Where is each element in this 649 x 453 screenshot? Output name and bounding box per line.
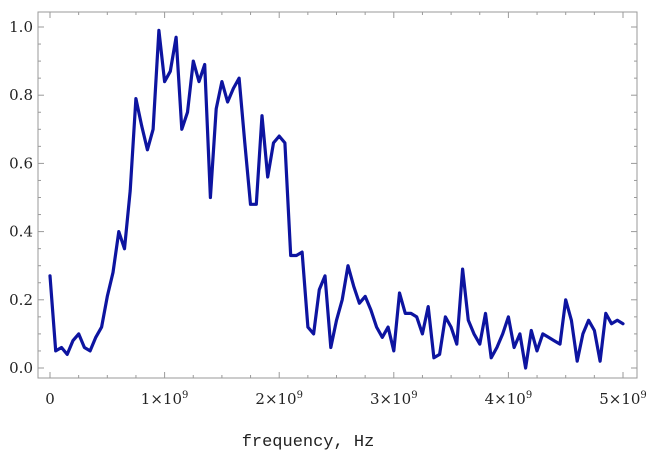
x-tick-mantissa: 3×10 <box>370 390 411 408</box>
plot-frame <box>37 11 638 379</box>
x-axis-ticks: 0 1×109 2×109 3×109 4×109 5×109 <box>45 12 647 408</box>
x-tick-label: 5×109 <box>599 390 647 408</box>
x-tick-mantissa: 5×10 <box>599 390 640 408</box>
y-tick-label: 1.0 <box>9 18 33 36</box>
x-axis-label: frequency, Hz <box>242 433 375 452</box>
x-tick-mantissa: 1×10 <box>141 390 182 408</box>
y-tick-label: 0.8 <box>9 86 33 104</box>
x-tick-mantissa: 4×10 <box>485 390 526 408</box>
x-tick-mantissa: 2×10 <box>255 390 296 408</box>
series-line <box>48 28 625 370</box>
x-tick-label: 0 <box>45 390 55 408</box>
x-tick-label: 3×109 <box>370 390 418 408</box>
x-tick-label: 1×109 <box>141 390 189 408</box>
y-axis-ticks: 0.0 0.2 0.4 0.6 0.8 1.0 <box>9 18 637 377</box>
plot-border <box>37 11 638 379</box>
y-tick-label: 0.2 <box>9 291 33 309</box>
x-tick-exponent: 9 <box>297 390 303 401</box>
y-tick-label: 0.4 <box>9 223 33 241</box>
x-tick-label: 2×109 <box>255 390 303 408</box>
x-tick-exponent: 9 <box>411 390 417 401</box>
series-group <box>48 28 625 370</box>
x-tick-mantissa: 0 <box>45 390 55 408</box>
x-tick-label: 4×109 <box>485 390 533 408</box>
y-tick-label: 0.0 <box>9 359 33 377</box>
x-tick-exponent: 9 <box>182 390 188 401</box>
y-tick-label: 0.6 <box>9 154 33 172</box>
x-tick-exponent: 9 <box>526 390 532 401</box>
x-tick-exponent: 9 <box>640 390 646 401</box>
